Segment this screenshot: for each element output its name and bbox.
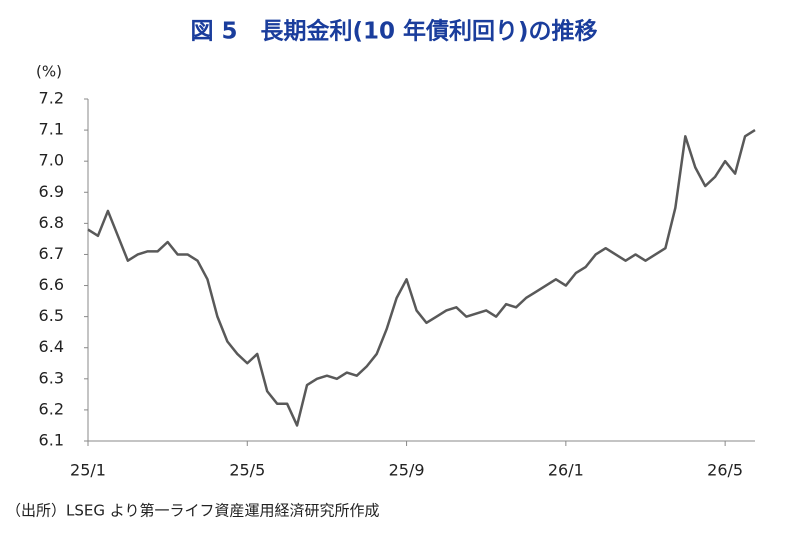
y-tick-label: 6.1 (39, 431, 64, 450)
y-axis-label: (%) (36, 63, 62, 81)
source-note: （出所）LSEG より第一ライフ資産運用経済研究所作成 (6, 502, 379, 520)
y-tick-label: 6.8 (39, 213, 64, 232)
x-tick-label: 26/1 (548, 461, 584, 480)
y-tick-label: 7.1 (39, 120, 64, 139)
y-tick-label: 6.9 (39, 182, 64, 201)
x-tick-label: 25/5 (229, 461, 265, 480)
chart-title: 図 5 長期金利(10 年債利回り)の推移 (190, 18, 597, 45)
y-tick-label: 7.0 (39, 151, 64, 170)
x-tick-label: 25/9 (389, 461, 425, 480)
y-tick-label: 6.6 (39, 275, 64, 294)
x-tick-label: 26/5 (707, 461, 743, 480)
series-line (87, 129, 756, 427)
y-tick-label: 6.7 (39, 244, 64, 263)
y-tick-label: 6.2 (39, 399, 64, 418)
y-tick-label: 6.4 (39, 337, 64, 356)
y-tick-label: 7.2 (39, 89, 64, 108)
x-tick-label: 25/1 (70, 461, 106, 480)
y-tick-label: 6.3 (39, 368, 64, 387)
y-tick-label: 6.5 (39, 306, 64, 325)
